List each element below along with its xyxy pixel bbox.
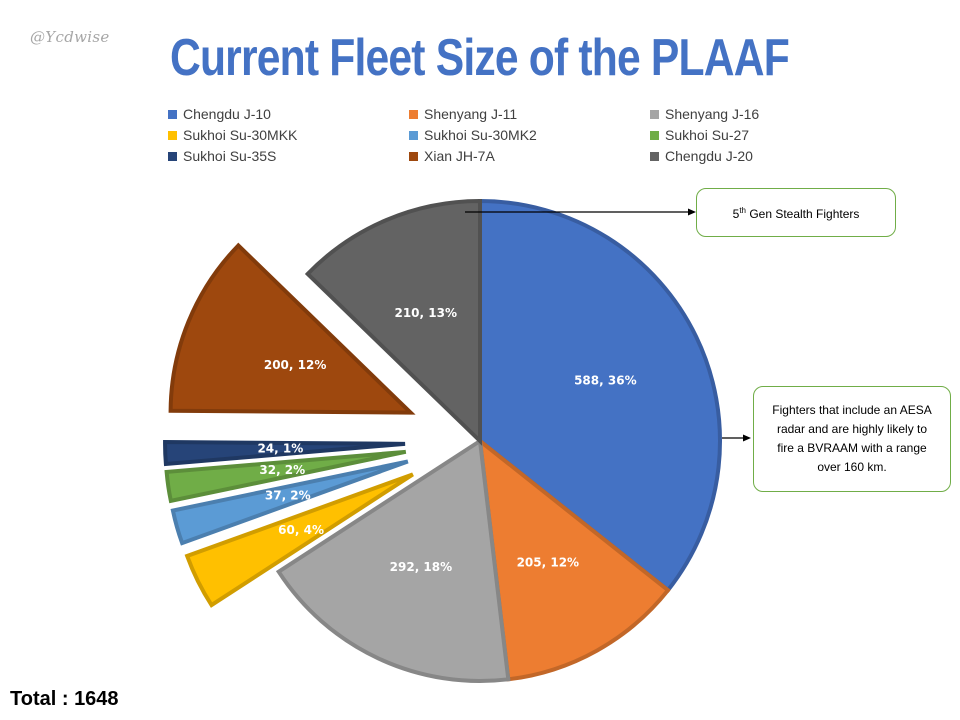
pie-slice xyxy=(275,437,511,683)
legend-label: Sukhoi Su-30MK2 xyxy=(424,127,537,143)
pie-slice xyxy=(168,242,416,415)
slice-data-label: 60, 4% xyxy=(278,523,324,537)
legend-swatch xyxy=(650,109,659,119)
watermark: @Ycdwise xyxy=(30,28,110,46)
legend-swatch xyxy=(168,109,177,119)
stealth-callout: 5th Gen Stealth Fighters xyxy=(696,188,896,237)
pie-slice xyxy=(163,440,406,467)
legend-label: Sukhoi Su-35S xyxy=(183,148,277,164)
stealth-callout-text: 5th Gen Stealth Fighters xyxy=(732,206,860,221)
legend-label: Sukhoi Su-27 xyxy=(665,127,750,143)
legend-item: Shenyang J-11 xyxy=(409,104,650,124)
slice-data-label: 32, 2% xyxy=(259,463,305,477)
pie-slice xyxy=(170,459,409,546)
legend-swatch xyxy=(409,130,418,140)
legend-swatch xyxy=(168,130,177,140)
chart-title: Current Fleet Size of the PLAAF xyxy=(169,29,790,87)
aesa-callout: Fighters that include an AESA radar and … xyxy=(753,386,951,492)
legend-label: Xian JH-7A xyxy=(424,148,495,164)
legend-item: Sukhoi Su-30MKK xyxy=(168,125,409,145)
slice-data-label: 24, 1% xyxy=(257,442,303,456)
legend-label: Sukhoi Su-30MKK xyxy=(183,127,298,143)
legend-label: Shenyang J-11 xyxy=(424,106,518,122)
legend-item: Xian JH-7A xyxy=(409,146,650,166)
legend-label: Chengdu J-20 xyxy=(665,148,753,164)
aesa-arrowhead xyxy=(743,434,751,442)
stealth-arrowhead xyxy=(688,208,696,216)
legend-swatch xyxy=(409,109,418,119)
legend-swatch xyxy=(168,151,177,161)
pie-slice xyxy=(184,472,414,608)
slice-data-label: 292, 18% xyxy=(390,560,453,574)
legend-label: Chengdu J-10 xyxy=(183,106,271,122)
legend-item: Chengdu J-20 xyxy=(650,146,790,166)
pie-slice xyxy=(164,449,407,504)
legend-item: Shenyang J-16 xyxy=(650,104,790,124)
slice-data-label: 200, 12% xyxy=(264,358,327,372)
legend-label: Shenyang J-16 xyxy=(665,106,760,122)
slice-data-label: 37, 2% xyxy=(265,489,311,503)
callout-connectors xyxy=(465,208,751,442)
chart-legend: Chengdu J-10 Shenyang J-11 Shenyang J-16 Su… xyxy=(168,104,788,166)
legend-swatch xyxy=(650,151,659,161)
slice-data-label: 205, 12% xyxy=(517,556,580,570)
total-label: Total : 1648 xyxy=(10,688,119,710)
slice-data-label: 210, 13% xyxy=(394,306,457,320)
legend-item: Chengdu J-10 xyxy=(168,104,409,124)
pie-slice xyxy=(477,436,671,682)
slice-data-label: 588, 36% xyxy=(574,373,637,387)
legend-swatch xyxy=(650,130,659,140)
legend-item: Sukhoi Su-30MK2 xyxy=(409,125,650,145)
legend-item: Sukhoi Su-27 xyxy=(650,125,790,145)
pie-slice xyxy=(304,198,482,446)
legend-swatch xyxy=(409,151,418,161)
aesa-callout-text: Fighters that include an AESA radar and … xyxy=(772,403,932,474)
legend-item: Sukhoi Su-35S xyxy=(168,146,409,166)
